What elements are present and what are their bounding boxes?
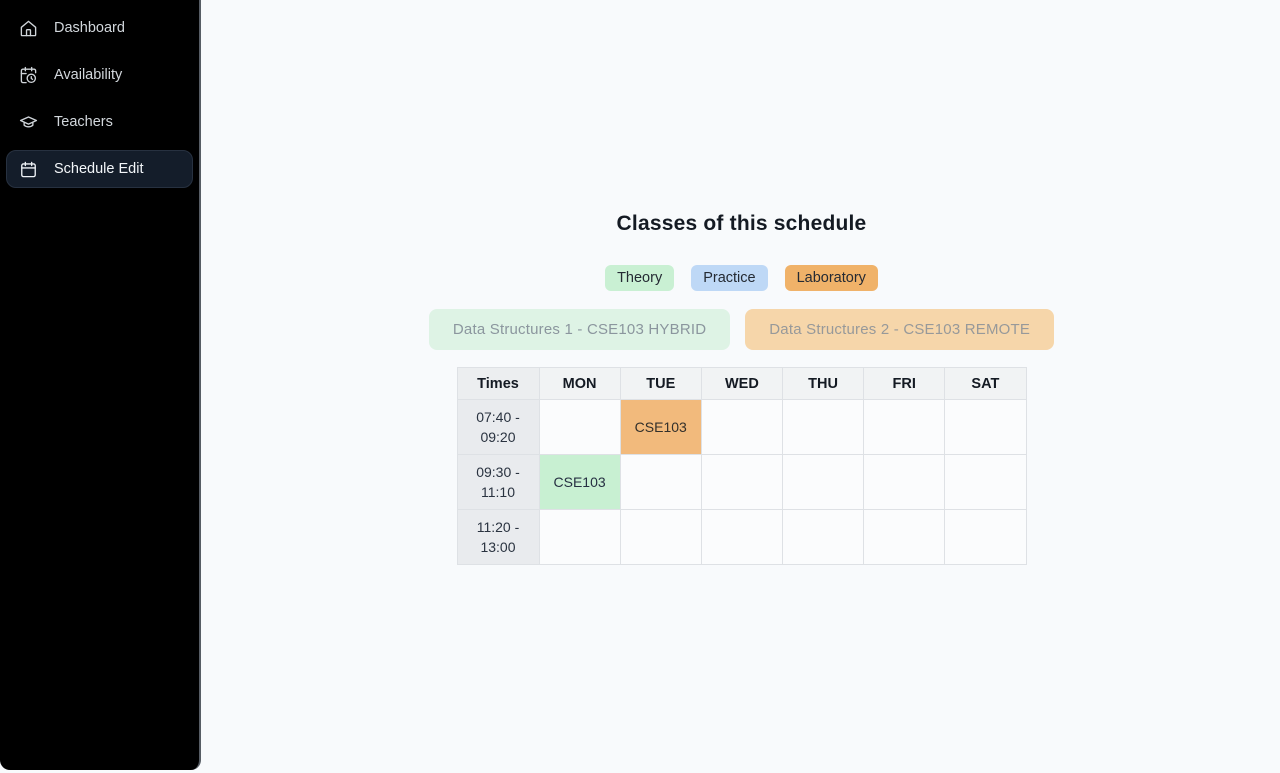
- graduation-cap-icon: [18, 112, 38, 132]
- schedule-cell-empty[interactable]: [944, 509, 1027, 565]
- table-row: 09:30 - 11:10 CSE103: [456, 454, 1027, 510]
- schedule-cell-empty[interactable]: [538, 509, 621, 565]
- table-header-tue: TUE: [619, 367, 702, 400]
- time-end: 11:10: [481, 484, 515, 500]
- sidebar-item-label: Teachers: [54, 114, 113, 130]
- class-type-legend: Theory Practice Laboratory: [457, 265, 1027, 291]
- home-icon: [18, 18, 38, 38]
- table-header-sat: SAT: [944, 367, 1027, 400]
- schedule-cell-laboratory[interactable]: CSE103: [619, 399, 702, 455]
- class-chip-2[interactable]: Data Structures 2 - CSE103 REMOTE: [745, 309, 1055, 350]
- time-end: 09:20: [480, 429, 516, 445]
- table-header-fri: FRI: [863, 367, 946, 400]
- schedule-cell-empty[interactable]: [944, 399, 1027, 455]
- sidebar-item-schedule-edit[interactable]: Schedule Edit: [6, 150, 193, 188]
- schedule-cell-empty[interactable]: [863, 509, 946, 565]
- schedule-cell-empty[interactable]: [781, 454, 865, 510]
- sidebar-nav: Dashboard Availability Teachers Schedule Ed…: [0, 9, 199, 188]
- schedule-cell-empty[interactable]: [538, 399, 621, 455]
- sidebar-item-availability[interactable]: Availability: [6, 56, 193, 94]
- sidebar-item-teachers[interactable]: Teachers: [6, 103, 193, 141]
- legend-badge-laboratory: Laboratory: [784, 265, 878, 291]
- schedule-cell-empty[interactable]: [700, 454, 783, 510]
- calendar-icon: [18, 159, 38, 179]
- table-header-thu: THU: [781, 367, 865, 400]
- sidebar-item-dashboard[interactable]: Dashboard: [6, 9, 193, 47]
- table-header-mon: MON: [538, 367, 621, 400]
- schedule-cell-empty[interactable]: [700, 509, 783, 565]
- sidebar: Dashboard Availability Teachers Schedule Ed…: [0, 0, 201, 770]
- schedule-content: Classes of this schedule Theory Practice L…: [428, 0, 1055, 565]
- class-chip-1[interactable]: Data Structures 1 - CSE103 HYBRID: [428, 309, 731, 350]
- schedule-cell-empty[interactable]: [944, 454, 1027, 510]
- table-header-row: Times MON TUE WED THU FRI SAT: [456, 367, 1027, 400]
- time-start: 07:40 -: [476, 409, 520, 425]
- schedule-cell-empty[interactable]: [863, 454, 946, 510]
- schedule-cell-empty[interactable]: [619, 454, 702, 510]
- time-slot-label: 07:40 - 09:20: [456, 399, 540, 455]
- time-end: 13:00: [480, 539, 516, 555]
- table-header-times: Times: [456, 367, 540, 400]
- sidebar-item-label: Schedule Edit: [54, 161, 144, 177]
- schedule-cell-empty[interactable]: [781, 509, 865, 565]
- table-head: Times MON TUE WED THU FRI SAT: [456, 367, 1027, 400]
- schedule-cell-empty[interactable]: [781, 399, 865, 455]
- table-header-wed: WED: [700, 367, 783, 400]
- table-row: 11:20 - 13:00: [456, 509, 1027, 565]
- main-area: Classes of this schedule Theory Practice L…: [203, 0, 1280, 565]
- time-slot-label: 09:30 - 11:10: [456, 454, 540, 510]
- legend-badge-theory: Theory: [605, 265, 675, 291]
- schedule-table: Times MON TUE WED THU FRI SAT 07:40 - 09:20 CSE1…: [456, 367, 1027, 565]
- calendar-clock-icon: [18, 65, 38, 85]
- schedule-cell-empty[interactable]: [619, 509, 702, 565]
- time-start: 09:30 -: [476, 464, 520, 480]
- schedule-cell-empty[interactable]: [863, 399, 946, 455]
- schedule-cell-empty[interactable]: [700, 399, 783, 455]
- legend-badge-practice: Practice: [691, 265, 768, 291]
- page-title: Classes of this schedule: [616, 212, 867, 235]
- table-body: 07:40 -09:20 CSE103 09:30 -11:10 CSE103 11:2…: [456, 399, 1027, 565]
- schedule-cell-theory[interactable]: CSE103: [538, 454, 621, 510]
- time-slot-label: 11:20 - 13:00: [456, 509, 540, 565]
- sidebar-item-label: Availability: [54, 67, 123, 83]
- class-chip-list: Data Structures 1 - CSE103 HYBRID Data St…: [428, 309, 1055, 350]
- table-row: 07:40 - 09:20 CSE103: [456, 399, 1027, 455]
- time-start: 11:20 -: [476, 519, 520, 535]
- sidebar-item-label: Dashboard: [54, 20, 125, 36]
